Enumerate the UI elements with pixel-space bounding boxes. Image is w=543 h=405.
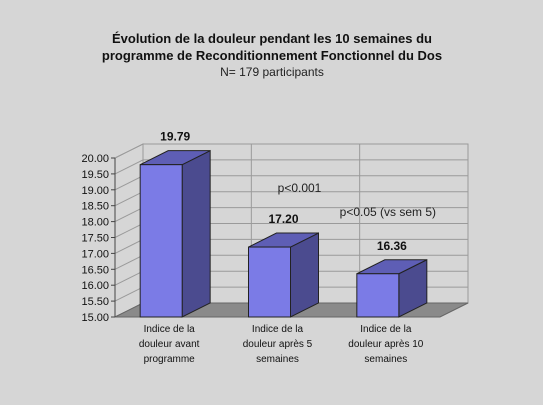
y-tick-label: 16.00	[81, 280, 109, 292]
category-label: douleur après 5	[243, 339, 313, 350]
annotation-p-001: p<0.001	[278, 181, 322, 195]
category-label: douleur après 10	[348, 339, 423, 350]
category-label: programme	[144, 354, 196, 365]
data-label: 16.36	[377, 239, 407, 253]
bar	[248, 246, 291, 318]
data-label: 19.79	[160, 130, 190, 144]
category-label: Indice de la	[360, 324, 412, 335]
category-label: Indice de la	[252, 324, 304, 335]
y-tick-label: 18.50	[81, 201, 109, 213]
bar	[356, 273, 400, 318]
y-tick-label: 20.00	[81, 153, 109, 165]
y-tick-label: 19.50	[81, 169, 109, 181]
y-tick-label: 16.50	[81, 264, 109, 276]
plot-area: 15.00 15.50 16.00 16.50 17.00 17.50 18.00 18.50…	[81, 130, 469, 365]
data-label: 17.20	[268, 212, 298, 226]
bar	[139, 164, 183, 318]
bar-side	[181, 149, 211, 318]
chart-subtitle: N= 179 participants	[220, 65, 324, 79]
category-label: douleur avant	[139, 339, 200, 350]
y-tick-label: 17.00	[81, 248, 109, 260]
category-label: Indice de la	[144, 324, 196, 335]
bar-side	[290, 232, 319, 318]
y-tick-label: 18.00	[81, 217, 109, 229]
category-label: semaines	[364, 354, 407, 365]
chart-title-line-1: Évolution de la douleur pendant les 10 s…	[112, 31, 432, 46]
y-tick-label: 15.00	[81, 312, 109, 324]
y-tick-label: 17.50	[81, 233, 109, 245]
chart-title-line-2: programme de Reconditionnement Fonctionn…	[102, 48, 442, 63]
y-tick-label: 15.50	[81, 296, 109, 308]
category-label: semaines	[256, 354, 299, 365]
annotation-p-005: p<0.05 (vs sem 5)	[340, 205, 436, 219]
y-tick-label: 19.00	[81, 185, 109, 197]
